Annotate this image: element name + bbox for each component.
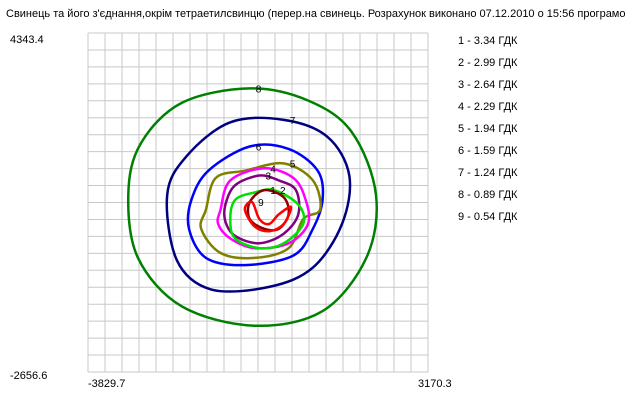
contour-label-5: 5 [290, 159, 296, 170]
contour-line-8 [126, 87, 379, 328]
legend-item-4: 4 - 2.29 ГДК [458, 101, 518, 113]
contour-label-7: 7 [290, 116, 296, 127]
y-tick-top: 4343.4 [10, 34, 44, 46]
chart-title: Свинець та його з'єднання,окрім тетраети… [6, 8, 626, 20]
x-tick-left: -3829.7 [88, 378, 126, 390]
contour-label-2: 2 [280, 186, 286, 197]
contour-line-4 [216, 167, 311, 250]
contour-label-3: 3 [265, 172, 271, 183]
legend: 1 - 3.34 ГДК 2 - 2.99 ГДК 3 - 2.64 ГДК 4 - … [458, 34, 517, 232]
x-tick-right: 3170.3 [418, 378, 452, 390]
contour-line-7 [165, 116, 352, 293]
legend-item-9: 9 - 0.54 ГДК [458, 211, 518, 223]
contour-label-8: 8 [256, 84, 262, 95]
legend-item-3: 3 - 2.64 ГДК [458, 79, 518, 91]
y-tick-bottom: -2656.6 [10, 370, 48, 382]
contour-line-9 [243, 200, 293, 233]
contour-label-9: 9 [258, 198, 264, 209]
contour-line-5 [199, 161, 322, 260]
legend-item-6: 6 - 1.59 ГДК [458, 145, 518, 157]
legend-item-8: 8 - 0.89 ГДК [458, 189, 518, 201]
contour-label-4: 4 [270, 164, 276, 175]
contour-label-1: 1 [270, 186, 276, 197]
contour-label-6: 6 [256, 142, 262, 153]
contour-line-6 [186, 143, 325, 267]
legend-item-7: 7 - 1.24 ГДК [458, 167, 518, 179]
legend-item-5: 5 - 1.94 ГДК [458, 123, 518, 135]
grid [87, 32, 429, 373]
legend-item-2: 2 - 2.99 ГДК [458, 57, 518, 69]
legend-item-1: 1 - 3.34 ГДК [458, 35, 518, 47]
